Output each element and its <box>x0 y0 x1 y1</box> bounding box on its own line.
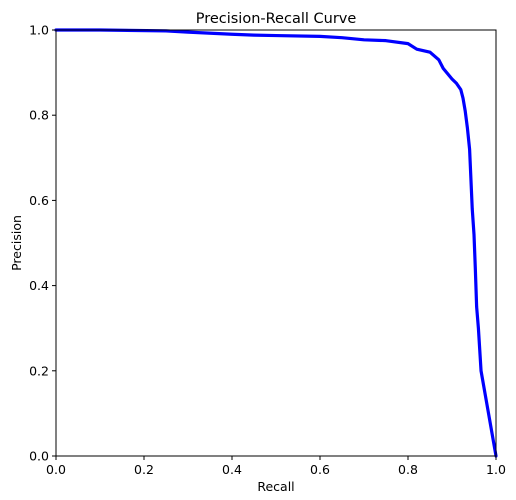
y-tick-label: 0.2 <box>29 363 49 378</box>
curve-layer <box>54 28 498 458</box>
x-axis-ticks: 0.0 0.2 0.4 0.6 0.8 1.0 <box>46 456 506 477</box>
x-tick-label: 1.0 <box>486 462 506 477</box>
x-tick-label: 0.6 <box>310 462 330 477</box>
y-tick-label: 1.0 <box>29 23 49 38</box>
y-tick-label: 0.8 <box>29 108 49 123</box>
y-axis-label: Precision <box>9 215 24 271</box>
x-tick-label: 0.0 <box>46 462 66 477</box>
y-tick-label: 0.6 <box>29 193 49 208</box>
x-tick-label: 0.2 <box>134 462 154 477</box>
x-axis-label: Recall <box>257 479 294 494</box>
pr-curve-line <box>54 28 498 458</box>
plot-frame <box>55 29 497 457</box>
y-tick-label: 0.0 <box>29 449 49 464</box>
x-tick-label: 0.8 <box>398 462 418 477</box>
chart-title: Precision-Recall Curve <box>196 11 357 27</box>
y-axis-ticks: 0.0 0.2 0.4 0.6 0.8 1.0 <box>29 23 56 464</box>
y-tick-label: 0.4 <box>29 278 49 293</box>
x-tick-label: 0.4 <box>222 462 242 477</box>
